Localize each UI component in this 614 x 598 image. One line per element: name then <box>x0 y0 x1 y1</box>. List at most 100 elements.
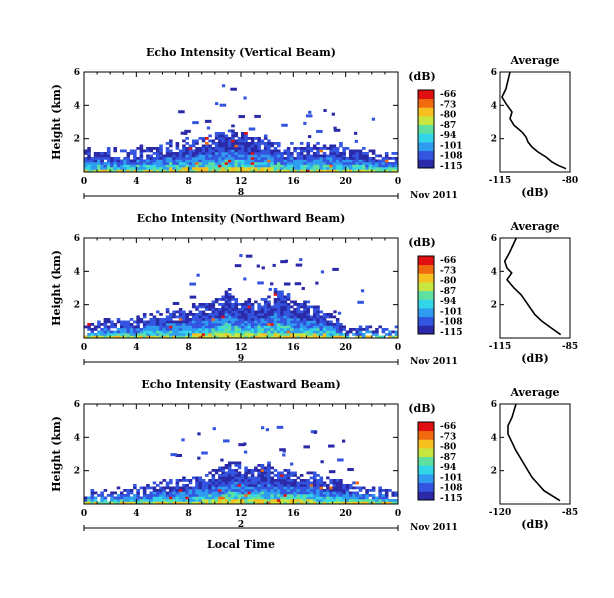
echo-cell <box>355 501 360 505</box>
echo-cell <box>345 501 350 505</box>
echo-cell <box>368 330 373 334</box>
echo-cell <box>355 159 360 163</box>
echo-cell <box>188 333 193 336</box>
echo-cell <box>205 474 209 477</box>
echo-cell <box>309 335 314 339</box>
echo-cell <box>191 152 196 155</box>
echo-cell <box>205 162 209 165</box>
echo-cell <box>198 303 203 306</box>
echo-cell <box>208 489 212 492</box>
echo-cell <box>273 496 278 500</box>
echo-cell <box>169 149 173 153</box>
echo-cell <box>227 159 232 163</box>
x-tick-label: 0 <box>81 343 87 353</box>
echo-cell <box>241 499 245 502</box>
echo-cell <box>195 501 199 505</box>
echo-cell <box>316 129 323 133</box>
echo-cell <box>299 323 304 326</box>
echo-cell <box>106 157 111 160</box>
echo-cell <box>316 164 320 168</box>
echo-cell <box>185 328 189 331</box>
echo-cell <box>178 149 183 153</box>
echo-cell <box>123 330 127 334</box>
echo-cell <box>110 162 114 165</box>
echo-cell <box>100 328 104 331</box>
echo-cell <box>218 496 222 500</box>
echo-cell <box>263 323 268 326</box>
echo-cell <box>201 167 206 170</box>
echo-cell <box>286 305 291 309</box>
echo-cell <box>342 496 346 500</box>
echo-cell <box>110 164 114 168</box>
echo-cell <box>384 494 389 497</box>
echo-cell <box>197 432 201 436</box>
echo-cell <box>257 469 261 472</box>
echo-cell <box>218 167 222 170</box>
echo-cell <box>283 323 288 326</box>
echo-cell <box>93 157 98 160</box>
echo-cell <box>263 157 268 160</box>
echo-cell <box>119 164 124 168</box>
echo-cell <box>205 303 209 306</box>
echo-cell <box>254 323 258 326</box>
echo-cell <box>234 494 239 497</box>
echo-cell <box>263 496 268 500</box>
x-tick-label: 0 <box>395 177 401 187</box>
echo-cell <box>191 313 196 316</box>
echo-cell <box>358 154 363 158</box>
echo-cell <box>110 169 114 173</box>
echo-cell <box>290 501 294 505</box>
echo-cell <box>87 499 91 502</box>
echo-cell <box>381 162 386 165</box>
echo-cell <box>254 479 258 482</box>
echo-cell <box>241 310 245 314</box>
echo-cell <box>169 486 173 490</box>
echo-cell <box>90 494 95 497</box>
echo-cell <box>97 320 101 324</box>
echo-cell <box>329 501 333 505</box>
echo-cell <box>185 167 189 170</box>
echo-cell <box>136 157 140 160</box>
echo-cell <box>260 320 265 324</box>
echo-cell <box>250 476 255 480</box>
echo-cell <box>106 152 111 155</box>
echo-cell <box>323 109 327 113</box>
echo-cell <box>123 320 127 324</box>
echo-cell <box>280 290 284 294</box>
echo-cell <box>319 328 324 331</box>
echo-cell <box>205 501 209 505</box>
echo-cell <box>260 169 265 173</box>
echo-cell <box>299 303 304 306</box>
echo-cell <box>335 333 340 336</box>
echo-cell <box>270 164 275 168</box>
echo-cell <box>139 152 144 155</box>
echo-cell <box>332 333 337 336</box>
echo-cell <box>270 489 275 492</box>
echo-cell <box>273 305 278 309</box>
echo-cell <box>280 325 284 329</box>
echo-cell <box>172 315 176 319</box>
echo-cell <box>139 149 144 153</box>
echo-cell <box>221 134 225 138</box>
echo-cell <box>211 305 216 309</box>
echo-cell <box>165 481 170 485</box>
echo-cell <box>214 335 219 339</box>
echo-cell <box>381 335 386 339</box>
echo-cell <box>214 300 219 304</box>
echo-cell <box>162 159 167 163</box>
echo-cell <box>136 501 140 505</box>
echo-cell <box>267 466 271 470</box>
echo-cell <box>241 144 245 148</box>
echo-cell <box>319 491 324 495</box>
echo-cell <box>306 496 310 500</box>
echo-cell <box>329 315 333 319</box>
echo-cell <box>257 489 261 492</box>
echo-cell <box>133 330 137 334</box>
echo-cell <box>119 328 124 331</box>
echo-cell <box>378 167 382 170</box>
echo-cell <box>165 308 170 311</box>
echo-cell <box>276 313 281 316</box>
x-tick-label: 20 <box>339 343 352 353</box>
echo-cell <box>227 169 232 173</box>
echo-cell <box>191 149 196 153</box>
